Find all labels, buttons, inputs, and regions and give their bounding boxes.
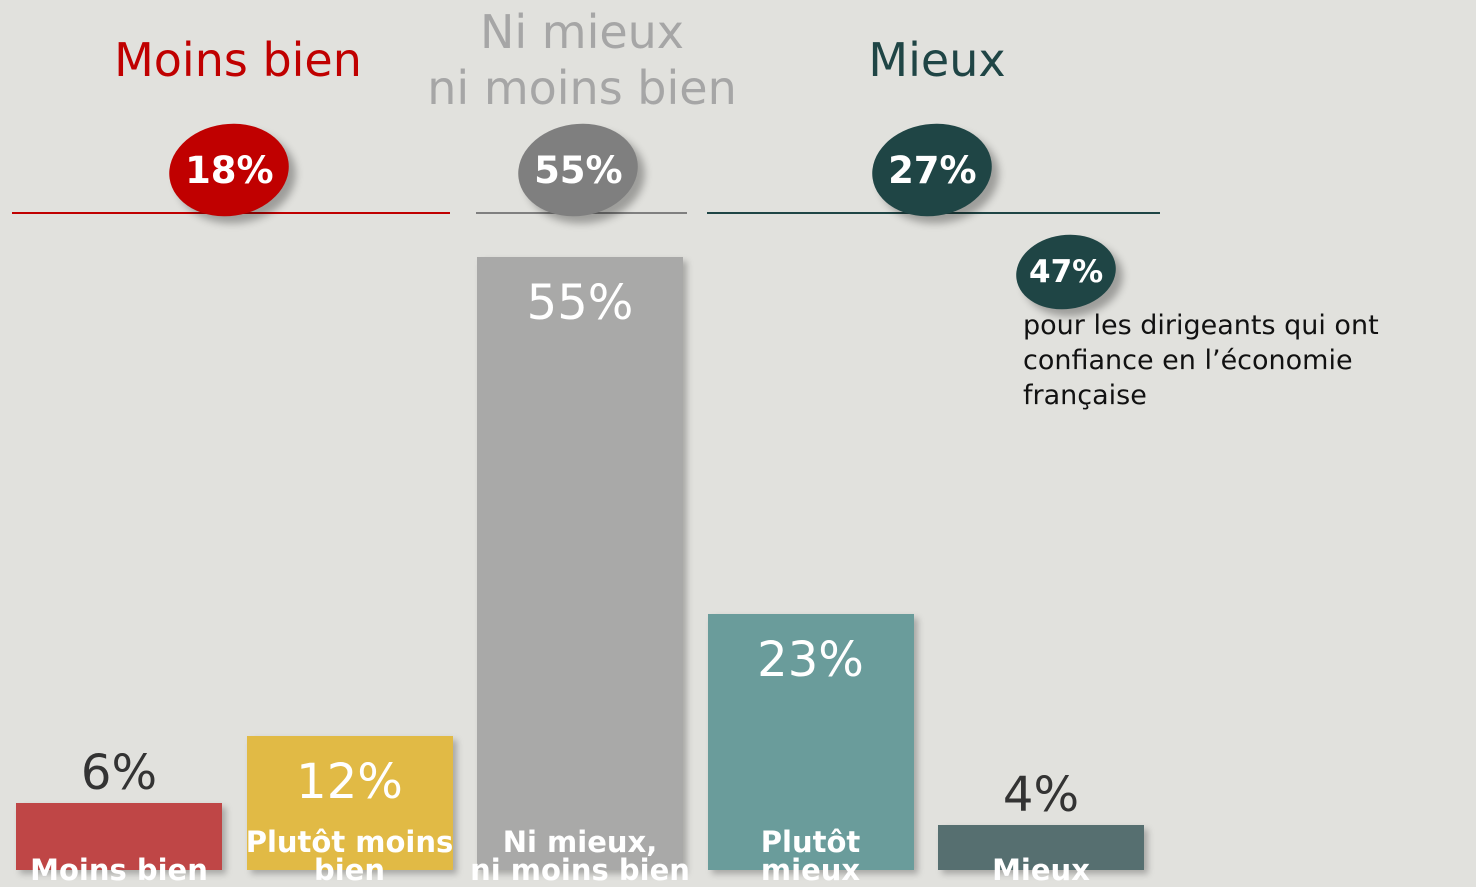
annotation-text: pour les dirigeants qui ont confiance en… (1023, 308, 1476, 413)
label: Ni mieux, ni moins bien (470, 825, 690, 887)
group-badge: 27% (866, 116, 998, 224)
value-label: 23% (708, 632, 914, 688)
label: 47% (1028, 254, 1104, 291)
label: 6% (80, 745, 158, 802)
bar (477, 256, 683, 870)
label: 27% (887, 148, 977, 192)
label: pour les dirigeants qui ont confiance en… (1023, 310, 1379, 411)
annotation-badge: 47% (1011, 228, 1121, 316)
category-label: Ni mieux, ni moins bien (470, 825, 690, 887)
label: 55% (526, 274, 634, 331)
value-label: 6% (16, 745, 222, 801)
bar (938, 825, 1144, 870)
category-label: Mieux (931, 853, 1151, 887)
label: Mieux (868, 33, 1006, 87)
value-label: 12% (247, 754, 453, 810)
label: Moins bien (30, 853, 208, 887)
group-badge: 18% (163, 116, 295, 224)
group-title: Ni mieux ni moins bien (382, 4, 782, 116)
category-label: Plutôt moins bien (240, 825, 460, 887)
group-title: Moins bien (38, 32, 438, 88)
group-badge: 55% (512, 116, 644, 224)
bar (16, 803, 222, 870)
value-label: 55% (477, 275, 683, 331)
category-label: Plutôt mieux (701, 825, 921, 887)
label: 18% (184, 148, 274, 192)
group-title: Mieux (737, 32, 1137, 88)
label: Moins bien (114, 33, 362, 87)
category-label: Moins bien (9, 853, 229, 887)
bar (707, 613, 914, 870)
label: 4% (1002, 767, 1080, 824)
label: 55% (533, 148, 623, 192)
label: Mieux (992, 853, 1090, 887)
label: Plutôt moins bien (245, 825, 454, 887)
label: Plutôt mieux (760, 825, 861, 887)
label: 12% (296, 754, 403, 811)
value-label: 4% (938, 767, 1144, 823)
bar (246, 736, 453, 870)
label: 23% (757, 631, 864, 688)
label: Ni mieux ni moins bien (427, 5, 737, 115)
